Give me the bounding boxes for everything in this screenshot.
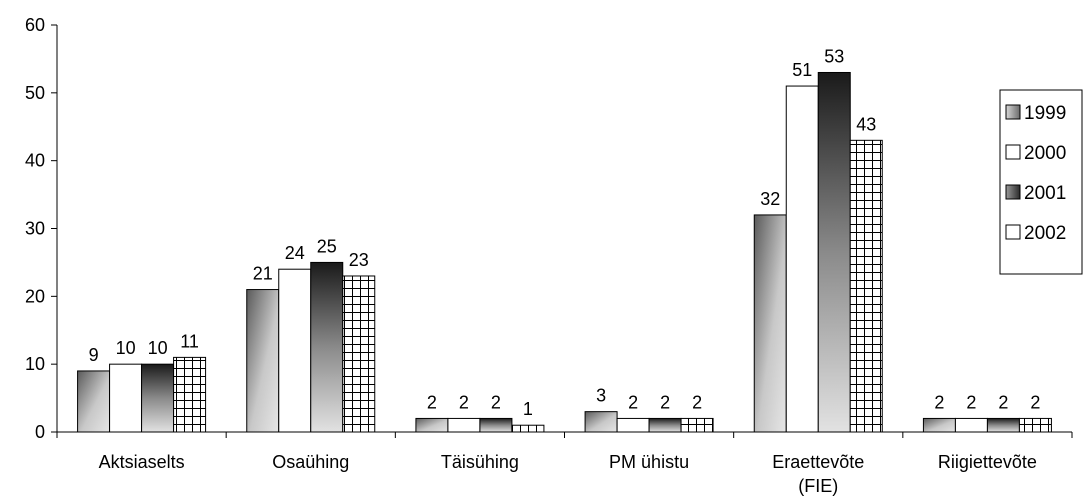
bar-1999	[415, 417, 449, 433]
legend-swatch	[1005, 184, 1021, 200]
data-label: 1	[523, 399, 533, 419]
category-label: Aktsiaselts	[99, 452, 185, 472]
axes: 0 10 20 30 40 50 60	[25, 15, 1073, 442]
bar-2001	[648, 417, 682, 433]
bar-1999	[753, 214, 787, 433]
y-tick-label: 20	[25, 286, 45, 306]
y-tick-label: 40	[25, 151, 45, 171]
data-label: 2	[934, 392, 944, 412]
data-label: 2	[427, 392, 437, 412]
bar-2000	[785, 85, 819, 433]
data-label: 2	[628, 392, 638, 412]
data-label: 11	[180, 331, 199, 351]
legend-swatch	[1005, 104, 1021, 120]
bar-1999	[584, 411, 618, 433]
data-label: 2	[692, 392, 702, 412]
bar-2002	[1018, 417, 1052, 433]
legend-entry: 2001	[1024, 183, 1066, 204]
category-label: Eraettevõte	[772, 452, 864, 472]
bar-2001	[310, 261, 344, 433]
bar-2001	[817, 71, 851, 433]
category-label: (FIE)	[798, 476, 838, 496]
bar-2000	[616, 417, 650, 433]
legend-entry: 1999	[1024, 103, 1066, 124]
bar-2001	[141, 363, 175, 433]
bar-1999	[77, 370, 111, 433]
data-label: 32	[760, 189, 780, 209]
bar-2001	[479, 417, 513, 433]
bar-2002	[342, 275, 376, 433]
bar-2002	[173, 356, 207, 433]
y-tick-label: 50	[25, 83, 45, 103]
category-label: PM ühistu	[609, 452, 689, 472]
bar-2000	[109, 363, 143, 433]
bars	[77, 71, 1052, 433]
data-label: 43	[856, 114, 876, 134]
data-label: 2	[966, 392, 976, 412]
data-label: 2	[459, 392, 469, 412]
bar-1999	[922, 417, 956, 433]
category-label: Osaühing	[272, 452, 349, 472]
bar-2000	[954, 417, 988, 433]
data-label: 2	[660, 392, 670, 412]
data-label: 24	[285, 243, 305, 263]
bar-2000	[278, 268, 312, 433]
y-tick-label: 0	[35, 422, 45, 442]
data-label: 3	[596, 386, 606, 406]
data-label: 51	[792, 60, 812, 80]
category-labels: Aktsiaselts Osaühing Täisühing PM ühistu Era…	[99, 452, 1037, 496]
category-label: Riigiettevõte	[938, 452, 1037, 472]
data-label: 2	[1030, 392, 1040, 412]
legend-box	[999, 89, 1083, 275]
bar-2002	[680, 417, 714, 433]
data-label: 2	[491, 392, 501, 412]
bar-2000	[447, 417, 481, 433]
data-label: 25	[317, 236, 337, 256]
y-tick-label: 60	[25, 15, 45, 35]
bar-1999	[246, 289, 280, 433]
data-label: 53	[824, 46, 844, 66]
data-label: 10	[148, 338, 168, 358]
legend-entry: 2002	[1024, 223, 1066, 244]
data-label: 21	[253, 264, 273, 284]
bar-2001	[986, 417, 1020, 433]
legend-entry: 2000	[1024, 143, 1066, 164]
data-label: 2	[998, 392, 1008, 412]
y-tick-label: 10	[25, 354, 45, 374]
category-label: Täisühing	[441, 452, 519, 472]
y-tick-label: 30	[25, 219, 45, 239]
data-label: 10	[116, 338, 136, 358]
legend-swatch	[1005, 224, 1021, 240]
bar-2002	[849, 139, 883, 433]
legend: 1999 2000 2001 2002	[999, 89, 1083, 275]
legend-swatch	[1005, 144, 1021, 160]
bar-2002	[511, 424, 545, 433]
data-label: 23	[349, 250, 369, 270]
data-label: 9	[89, 345, 99, 365]
